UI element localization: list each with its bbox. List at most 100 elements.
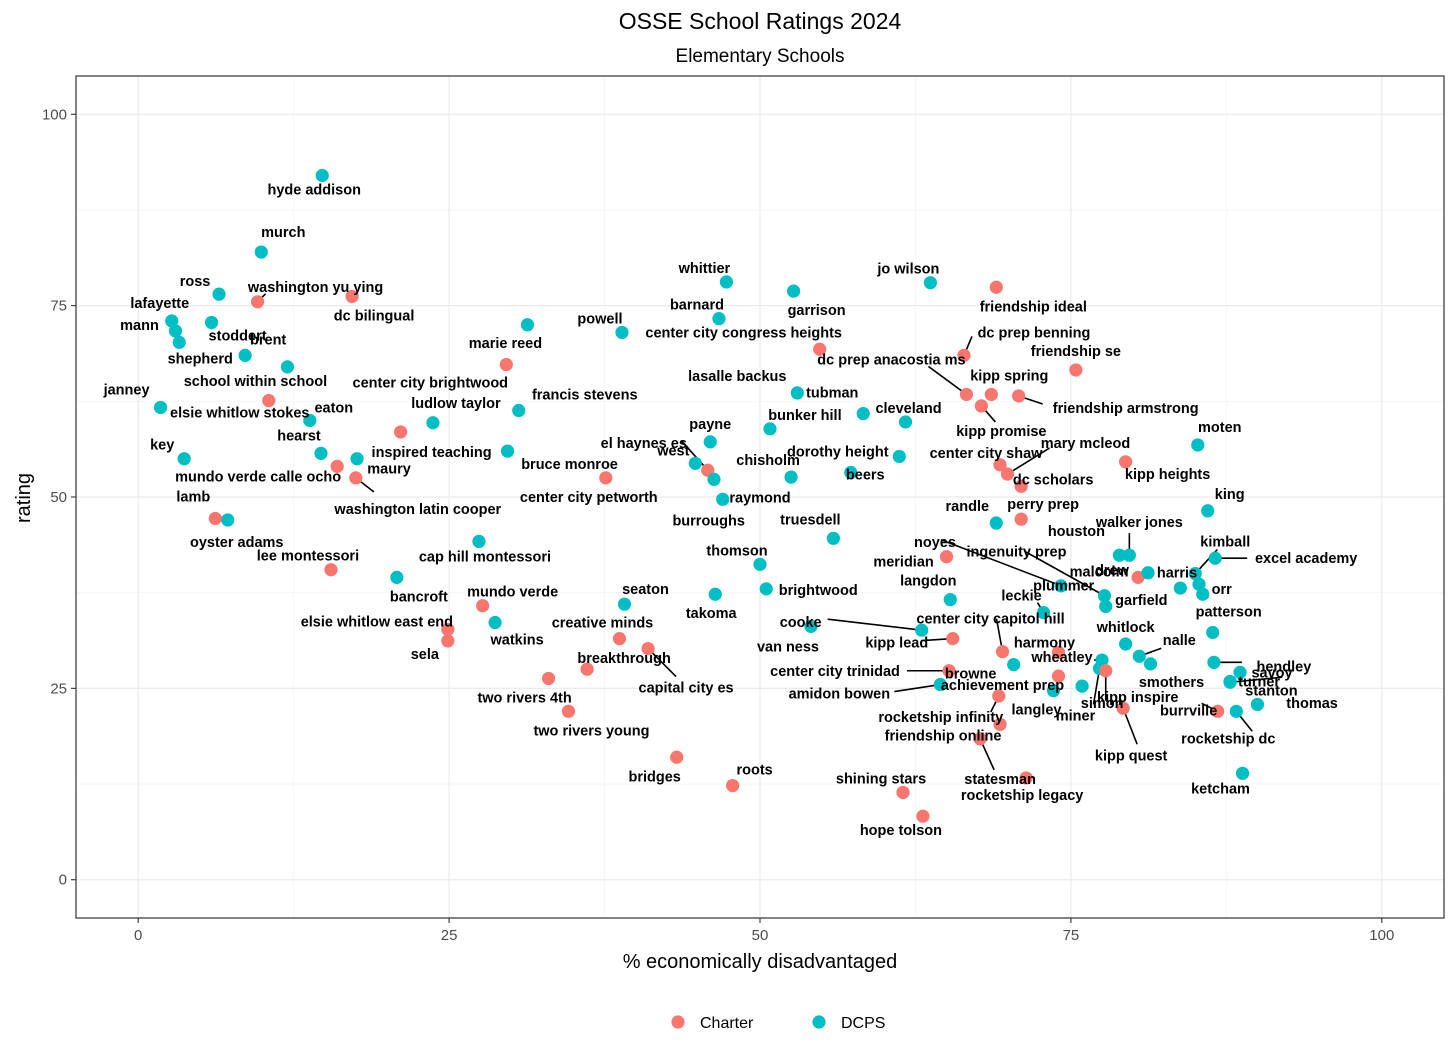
point-janney — [153, 400, 168, 415]
point-maury — [350, 452, 364, 466]
point-ludlow-taylor — [426, 416, 440, 430]
point-label: truesdell — [780, 512, 840, 528]
point-label: hearst — [277, 428, 321, 444]
y-tick-label: 50 — [50, 489, 67, 506]
point-bancroft — [390, 570, 404, 584]
point-dc-bilingual — [345, 289, 359, 304]
point-label: mundo verde — [467, 585, 558, 601]
point-excel-academy — [1208, 551, 1222, 565]
point-label: leckie — [1001, 589, 1041, 605]
point-label: bridges — [628, 769, 680, 785]
point-label: harris — [1157, 565, 1197, 581]
legend-key-dcps — [812, 1015, 826, 1029]
x-tick-label: 75 — [1063, 927, 1080, 944]
point-label: noyes — [914, 535, 956, 551]
point-kipp-heights — [1119, 455, 1133, 469]
point-label: lafayette — [130, 296, 189, 312]
point-friendship-online — [993, 717, 1007, 731]
point-label: plummer — [1033, 578, 1095, 594]
point-label: friendship armstrong — [1053, 401, 1199, 417]
point-shining-stars — [896, 785, 910, 800]
point-label: beers — [846, 467, 885, 483]
point-label: maury — [367, 462, 411, 478]
point-label: nalle — [1163, 633, 1196, 649]
point-plummer — [1099, 599, 1113, 614]
legend-label-dcps: DCPS — [841, 1015, 885, 1032]
point-label: ross — [180, 274, 211, 290]
point-label: kipp promise — [956, 424, 1046, 440]
y-tick-label: 100 — [42, 106, 67, 123]
point-kipp-lead — [946, 632, 960, 646]
y-tick-label: 75 — [50, 298, 67, 315]
point-center-city-congress-heights — [813, 342, 827, 356]
point-center-city-trinidad — [942, 664, 956, 678]
point-stoddert — [204, 315, 219, 330]
point-randle — [989, 516, 1003, 530]
point-label: meridian — [873, 555, 933, 571]
point-label: brent — [250, 332, 286, 348]
point-label: seaton — [622, 582, 669, 598]
point-label: stanton — [1245, 683, 1297, 699]
point-stanton — [1250, 697, 1265, 712]
point-label: center city shaw — [930, 446, 1044, 462]
point-langdon — [943, 592, 957, 607]
point-eaton — [303, 413, 317, 428]
point-mary-mcleod — [1000, 467, 1015, 481]
point-marie-reed — [520, 318, 535, 332]
point-bruce-monroe — [500, 444, 515, 458]
point-creative-minds — [612, 632, 627, 646]
point-savoy — [1233, 665, 1247, 679]
point-label: kimball — [1200, 535, 1250, 551]
point-houston — [1112, 548, 1127, 562]
point-takoma — [708, 587, 722, 601]
point-leckie — [1036, 605, 1051, 620]
point-lasalle-backus — [790, 386, 804, 400]
legend-key-charter — [671, 1015, 685, 1029]
point-noyes — [1054, 579, 1068, 593]
point-bunker-hill — [763, 422, 777, 436]
point-label: hope tolson — [860, 823, 942, 839]
point-dc-prep-benning — [957, 348, 971, 362]
point-label: van ness — [757, 639, 819, 655]
point-label: simon — [1081, 696, 1124, 712]
point-brightwood — [759, 582, 773, 596]
point-label: creative minds — [552, 616, 654, 632]
point-rocketship-infinity — [992, 689, 1006, 703]
leader-line — [827, 618, 922, 631]
point-label: achievement prep — [941, 678, 1064, 694]
point-label: houston — [1048, 524, 1105, 540]
point-lamb — [208, 511, 222, 526]
point-label: center city capitol hill — [916, 612, 1064, 628]
point-thomson — [753, 557, 767, 571]
point-school-within-school — [280, 360, 295, 374]
point-drew — [1141, 566, 1155, 580]
point-harmony — [1051, 645, 1066, 659]
point-label: powell — [577, 311, 622, 327]
point-van-ness — [804, 619, 818, 633]
point-dc-scholars — [1014, 479, 1028, 493]
point-achievement-prep — [1051, 669, 1066, 683]
point-seaton — [617, 597, 632, 611]
point-hope-tolson — [916, 809, 930, 823]
point-label: raymond — [729, 490, 790, 506]
point-label: drew — [1095, 563, 1130, 579]
point-hyde-addison — [315, 168, 329, 183]
point-label: garrison — [788, 303, 846, 319]
point-label: king — [1215, 487, 1245, 503]
label-leader-lines — [257, 293, 1283, 771]
point-center-city-capitol-hill — [995, 645, 1010, 659]
point-label: murch — [261, 225, 305, 241]
point-label: whitlock — [1096, 620, 1156, 636]
point-oyster-adams — [221, 513, 235, 527]
point-bridges — [670, 750, 684, 764]
point-label: smothers — [1139, 675, 1204, 691]
point-label: savoy — [1251, 665, 1292, 681]
point-kipp-inspire — [1099, 664, 1113, 678]
point-label: bancroft — [390, 589, 448, 605]
point-label: dc bilingual — [334, 308, 415, 324]
point-label: burroughs — [672, 513, 745, 529]
data-points — [153, 168, 1265, 823]
point-cooke — [915, 623, 929, 637]
